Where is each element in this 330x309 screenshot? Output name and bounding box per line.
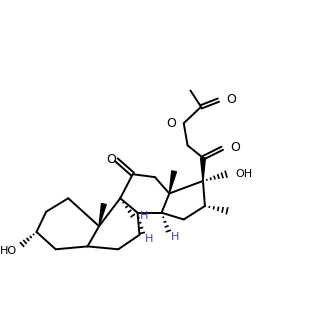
- Polygon shape: [169, 171, 177, 193]
- Polygon shape: [99, 204, 106, 226]
- Polygon shape: [201, 158, 205, 181]
- Text: H: H: [140, 211, 148, 221]
- Text: HO: HO: [0, 246, 17, 256]
- Text: OH: OH: [236, 169, 253, 179]
- Text: O: O: [107, 153, 116, 166]
- Text: O: O: [230, 141, 240, 154]
- Text: O: O: [166, 117, 176, 130]
- Text: H: H: [145, 234, 154, 244]
- Text: O: O: [226, 93, 236, 106]
- Text: H: H: [171, 232, 180, 242]
